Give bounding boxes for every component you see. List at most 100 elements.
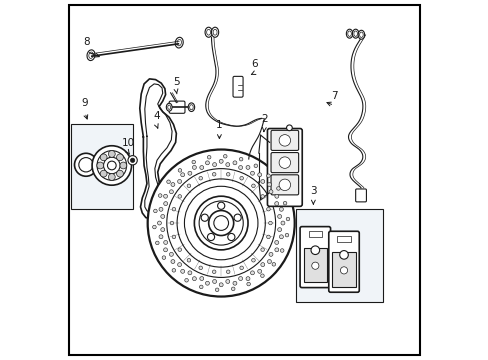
Circle shape xyxy=(128,156,137,165)
Circle shape xyxy=(271,262,275,266)
Circle shape xyxy=(277,215,281,219)
Circle shape xyxy=(181,269,184,273)
Circle shape xyxy=(200,166,203,170)
Circle shape xyxy=(279,157,290,168)
Ellipse shape xyxy=(357,30,364,39)
Circle shape xyxy=(192,277,196,281)
Circle shape xyxy=(276,186,280,190)
Circle shape xyxy=(212,172,216,176)
Circle shape xyxy=(181,173,184,177)
Circle shape xyxy=(281,221,285,225)
Circle shape xyxy=(187,258,190,262)
Circle shape xyxy=(147,149,294,297)
Text: 5: 5 xyxy=(173,77,179,87)
FancyBboxPatch shape xyxy=(270,130,298,150)
Circle shape xyxy=(279,207,283,211)
Circle shape xyxy=(169,190,173,194)
Circle shape xyxy=(120,162,126,169)
Circle shape xyxy=(274,194,278,198)
Circle shape xyxy=(217,202,224,210)
Circle shape xyxy=(285,217,289,221)
FancyBboxPatch shape xyxy=(328,231,359,292)
Text: 4: 4 xyxy=(153,111,160,121)
Circle shape xyxy=(159,235,163,239)
Circle shape xyxy=(166,180,170,184)
Circle shape xyxy=(171,260,175,264)
Circle shape xyxy=(192,160,195,164)
Circle shape xyxy=(100,154,107,161)
Circle shape xyxy=(178,195,181,198)
FancyBboxPatch shape xyxy=(267,129,302,206)
Bar xyxy=(337,235,350,242)
Circle shape xyxy=(340,267,347,274)
Ellipse shape xyxy=(188,103,194,112)
Circle shape xyxy=(238,276,242,280)
Ellipse shape xyxy=(206,30,210,35)
Circle shape xyxy=(260,180,264,183)
Circle shape xyxy=(226,270,229,274)
Circle shape xyxy=(178,168,182,172)
Circle shape xyxy=(201,214,208,221)
Circle shape xyxy=(277,228,281,231)
Circle shape xyxy=(199,266,202,270)
Circle shape xyxy=(240,266,243,270)
Polygon shape xyxy=(140,79,176,219)
Circle shape xyxy=(267,183,271,186)
Ellipse shape xyxy=(359,32,363,37)
Circle shape xyxy=(103,157,120,174)
Circle shape xyxy=(207,156,210,159)
Circle shape xyxy=(212,279,216,283)
Circle shape xyxy=(161,215,164,219)
Circle shape xyxy=(268,190,272,194)
Circle shape xyxy=(170,221,173,225)
Circle shape xyxy=(268,221,272,225)
Circle shape xyxy=(97,162,103,169)
Circle shape xyxy=(163,248,167,252)
Circle shape xyxy=(172,235,175,239)
Circle shape xyxy=(116,154,123,161)
Circle shape xyxy=(152,225,156,229)
Circle shape xyxy=(223,154,226,158)
Circle shape xyxy=(253,164,257,168)
Circle shape xyxy=(274,248,278,252)
FancyBboxPatch shape xyxy=(233,76,243,97)
Ellipse shape xyxy=(175,37,183,48)
Ellipse shape xyxy=(89,52,93,58)
Circle shape xyxy=(169,252,173,256)
Circle shape xyxy=(267,260,271,264)
Ellipse shape xyxy=(347,31,351,36)
Circle shape xyxy=(266,207,270,211)
Circle shape xyxy=(184,279,188,282)
Ellipse shape xyxy=(87,50,95,60)
Circle shape xyxy=(177,263,181,267)
Bar xyxy=(332,252,355,287)
Text: 8: 8 xyxy=(83,37,90,47)
Circle shape xyxy=(239,157,243,161)
Circle shape xyxy=(207,233,214,240)
Circle shape xyxy=(157,221,161,225)
Circle shape xyxy=(161,228,164,231)
Circle shape xyxy=(163,240,167,244)
Circle shape xyxy=(192,166,196,169)
Circle shape xyxy=(227,233,234,240)
Ellipse shape xyxy=(353,31,357,36)
Circle shape xyxy=(311,262,318,269)
Circle shape xyxy=(153,209,157,213)
Circle shape xyxy=(260,274,264,278)
Circle shape xyxy=(274,202,278,206)
Circle shape xyxy=(212,163,216,167)
Circle shape xyxy=(100,170,107,177)
Circle shape xyxy=(260,195,264,198)
Circle shape xyxy=(250,271,254,275)
Circle shape xyxy=(251,184,255,188)
FancyBboxPatch shape xyxy=(270,175,298,195)
Circle shape xyxy=(279,135,290,146)
Circle shape xyxy=(260,263,264,267)
Text: 1: 1 xyxy=(216,120,222,130)
Circle shape xyxy=(280,249,284,252)
Circle shape xyxy=(130,158,135,162)
Bar xyxy=(303,248,326,282)
Circle shape xyxy=(245,166,249,169)
Circle shape xyxy=(279,179,290,190)
Circle shape xyxy=(187,171,191,175)
